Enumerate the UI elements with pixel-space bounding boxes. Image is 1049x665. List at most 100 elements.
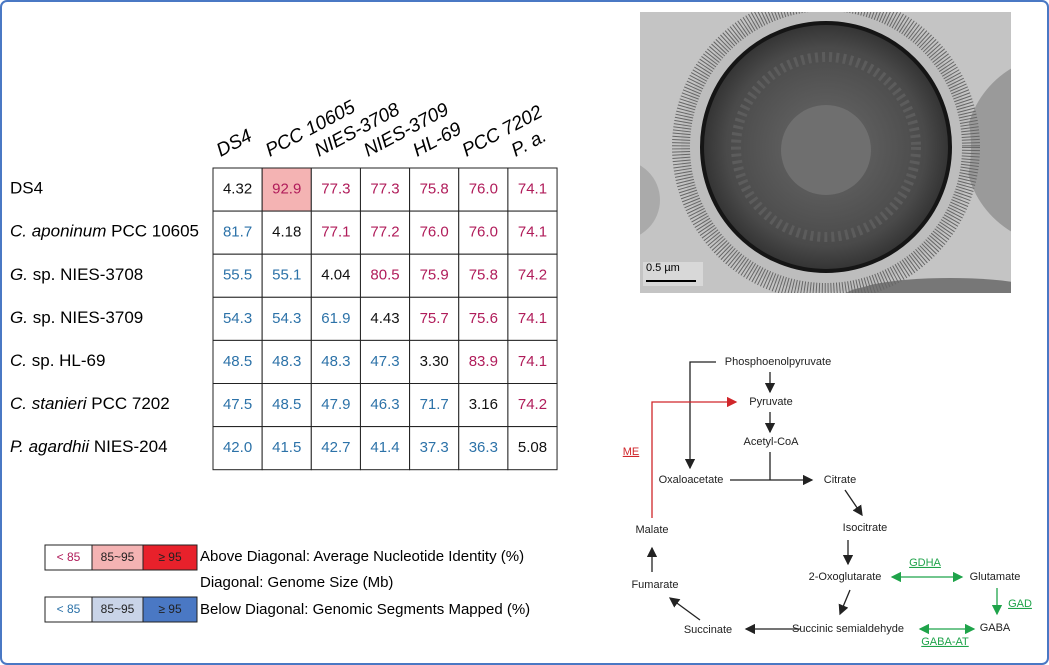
table-cell: [409, 253, 460, 298]
cell-value: 74.1: [518, 310, 547, 327]
metabolite: Succinate: [684, 624, 732, 636]
cell-value: 71.7: [420, 396, 449, 413]
legend-swatch-label: 85~95: [101, 550, 135, 564]
cell-value: 76.0: [469, 181, 498, 198]
row-label: G. sp. NIES-3708: [10, 265, 143, 284]
table-cell: [507, 339, 558, 384]
legend-text: Below Diagonal: Genomic Segments Mapped …: [200, 601, 530, 618]
metabolite: Succinic semialdehyde: [792, 623, 904, 635]
cell-value: 4.43: [370, 310, 399, 327]
enzyme: GAD: [1008, 598, 1032, 610]
cell-value: 41.5: [272, 439, 301, 456]
row-label-species: G.: [10, 308, 28, 327]
legend-swatch-label: < 85: [57, 602, 81, 616]
cell-value: 55.5: [223, 267, 252, 284]
cell-value: 5.08: [518, 439, 547, 456]
table-cell: [359, 426, 411, 471]
table-cell: [310, 210, 361, 255]
table-cell: [458, 210, 509, 255]
table-cell: [310, 253, 361, 298]
cell-value: 54.3: [223, 310, 252, 327]
table-cell: [507, 383, 558, 428]
cell-value: 75.7: [420, 310, 449, 327]
cell-value: 3.16: [469, 396, 498, 413]
cell-value: 42.7: [321, 439, 350, 456]
pathway-arrows: [646, 361, 1003, 635]
table-cell: [261, 167, 312, 212]
cell-value: 36.3: [469, 439, 498, 456]
cell-value: 92.9: [272, 181, 301, 198]
cell-value: 77.1: [321, 224, 350, 241]
metabolite: Isocitrate: [843, 522, 888, 534]
table-cell: [261, 426, 312, 471]
legend-swatch-label: 85~95: [101, 602, 135, 616]
table-cell: [458, 339, 509, 384]
table-cell: [212, 383, 263, 428]
cell-value: 74.2: [518, 267, 547, 284]
table-cell: [458, 426, 509, 471]
table-cell: [359, 383, 411, 428]
row-label-strain: PCC 10605: [111, 222, 199, 241]
row-label: P. agardhii NIES-204: [10, 438, 168, 457]
row-label-strain: NIES-204: [94, 438, 168, 457]
cell-value: 3.30: [420, 353, 449, 370]
cell-value: 74.1: [518, 224, 547, 241]
cell-value: 77.3: [370, 181, 399, 198]
legend-swatch-label: ≥ 95: [158, 602, 182, 616]
row-label: C. stanieri PCC 7202: [10, 395, 170, 414]
cell-value: 75.8: [469, 267, 498, 284]
legend-swatch: [142, 596, 198, 623]
cell-value: 46.3: [370, 396, 399, 413]
metabolite: GABA: [980, 622, 1011, 634]
legend-swatch: [44, 544, 93, 571]
table-cell: [409, 167, 460, 212]
cell-value: 54.3: [272, 310, 301, 327]
metabolite: Malate: [635, 524, 668, 536]
cell-value: 55.1: [272, 267, 301, 284]
table-cell: [212, 253, 263, 298]
cell-value: 75.8: [420, 181, 449, 198]
cell-value: 37.3: [420, 439, 449, 456]
cell-value: 75.6: [469, 310, 498, 327]
metabolite: Glutamate: [970, 571, 1021, 583]
row-label-species: C. stanieri: [10, 395, 88, 414]
row-label-species: G.: [10, 265, 28, 284]
legend-swatch: [44, 596, 93, 623]
micrograph: [640, 12, 1011, 293]
row-label-strain: sp. NIES-3708: [33, 265, 144, 284]
table-cell: [507, 210, 558, 255]
cell-value: 80.5: [370, 267, 399, 284]
cell-value: 77.3: [321, 181, 350, 198]
metabolite: Pyruvate: [749, 396, 792, 408]
legend-text: Above Diagonal: Average Nucleotide Ident…: [200, 548, 524, 565]
cell-value: 76.0: [420, 224, 449, 241]
table-cell: [212, 296, 263, 341]
table-cell: [261, 296, 312, 341]
cell-value: 74.1: [518, 353, 547, 370]
cell-value: 81.7: [223, 224, 252, 241]
metabolite: Citrate: [824, 474, 856, 486]
table-cell: [261, 253, 312, 298]
table-cell: [310, 426, 361, 471]
cell-value: 74.2: [518, 396, 547, 413]
cell-value: 41.4: [370, 439, 399, 456]
row-label: G. sp. NIES-3709: [10, 308, 143, 327]
legend-text: Diagonal: Genome Size (Mb): [200, 574, 393, 591]
cell-value: 76.0: [469, 224, 498, 241]
cell-value: 4.18: [272, 224, 301, 241]
cell-value: 42.0: [223, 439, 252, 456]
legend-swatch-label: < 85: [57, 550, 81, 564]
row-label-strain: sp. NIES-3709: [33, 308, 144, 327]
table-cell: [507, 426, 558, 471]
cell-value: 48.3: [272, 353, 301, 370]
metabolite: Phosphoenolpyruvate: [725, 356, 831, 368]
metabolite: Oxaloacetate: [659, 474, 724, 486]
legend-swatch-label: ≥ 95: [158, 550, 182, 564]
cell-value: 83.9: [469, 353, 498, 370]
metabolite: Acetyl-CoA: [743, 436, 799, 448]
row-label: C. sp. HL-69: [10, 351, 105, 370]
cell-value: 47.3: [370, 353, 399, 370]
table-cell: [458, 167, 509, 212]
cell-value: 75.9: [420, 267, 449, 284]
cell-value: 4.04: [321, 267, 350, 284]
